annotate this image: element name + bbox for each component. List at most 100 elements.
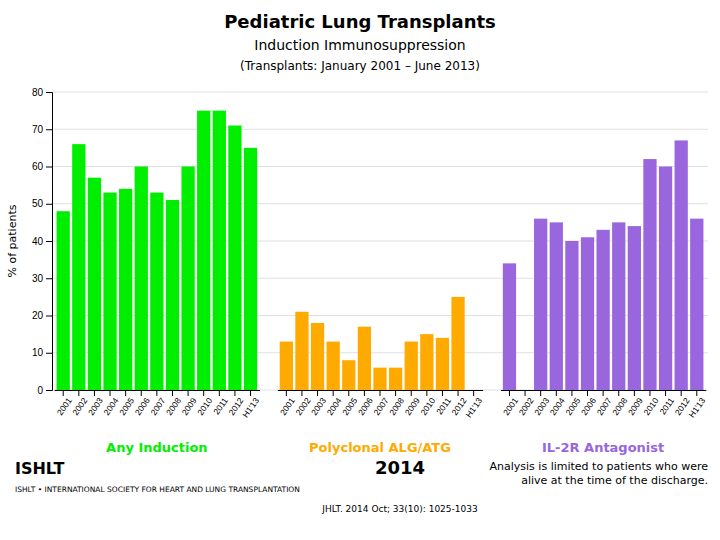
x-axis-line: [278, 390, 483, 391]
x-axis: 2001200220032004200520062007200820092010…: [55, 390, 262, 420]
bar: [628, 226, 641, 390]
annotation: ISHLT • INTERNATIONAL SOCIETY FOR HEART …: [15, 485, 300, 494]
x-tick-label: 2001: [278, 396, 297, 417]
y-tick: 30: [32, 273, 52, 284]
x-tick-label: H1'13: [240, 396, 261, 420]
chart: Pediatric Lung TransplantsInduction Immu…: [0, 0, 720, 540]
bar: [342, 360, 355, 390]
bar: [612, 222, 625, 390]
y-tick: 70: [32, 124, 52, 135]
x-tick-mark: [603, 390, 604, 396]
x-tick-label: 2004: [325, 396, 344, 417]
x-tick-mark: [587, 390, 588, 396]
y-tick: 20: [32, 310, 52, 321]
x-tick-mark: [78, 390, 79, 396]
x-tick-mark: [665, 390, 666, 396]
bars: [57, 111, 704, 390]
x-tick-label: 2011: [657, 396, 676, 417]
y-tick-label: 60: [32, 161, 44, 172]
y-tick-label: 40: [32, 236, 44, 247]
bar: [358, 327, 371, 390]
grid-line: [52, 166, 708, 167]
x-tick-mark: [203, 390, 204, 396]
group-label: IL-2R Antagonist: [542, 440, 664, 455]
x-tick-label: 2001: [501, 396, 520, 417]
x-tick-mark: [301, 390, 302, 396]
y-tick-mark: [46, 278, 52, 279]
annotation-line: alive at the time of the discharge.: [521, 474, 708, 487]
y-tick-label: 10: [32, 347, 44, 358]
bar: [244, 148, 257, 390]
group-label: Any Induction: [106, 440, 208, 455]
x-tick-label: 2008: [610, 396, 629, 417]
x-tick-mark: [286, 390, 287, 396]
x-tick-mark: [234, 390, 235, 396]
x-tick-mark: [540, 390, 541, 396]
x-tick-label: H1'13: [463, 396, 484, 420]
x-axis: 2001200220032004200520062007200820092010…: [501, 390, 708, 420]
x-tick-label: 2010: [418, 396, 437, 417]
bar: [420, 334, 433, 390]
annotation: ISHLT: [15, 459, 64, 478]
x-tick-label: H1'13: [687, 396, 708, 420]
x-tick-mark: [525, 390, 526, 396]
x-tick: 2010: [195, 390, 214, 417]
x-tick-mark: [364, 390, 365, 396]
x-tick-label: 2004: [102, 396, 121, 417]
x-tick-mark: [411, 390, 412, 396]
x-tick-mark: [618, 390, 619, 396]
x-tick-mark: [317, 390, 318, 396]
x-tick-mark: [333, 390, 334, 396]
y-tick-label: 70: [32, 124, 44, 135]
bar: [534, 219, 547, 390]
x-tick: H1'13: [463, 390, 484, 420]
subtitle: Induction Immunosuppression: [254, 37, 465, 53]
bar-series: [57, 111, 258, 390]
y-tick-label: 20: [32, 310, 44, 321]
bar: [150, 193, 163, 390]
bar: [181, 167, 194, 391]
y-tick-mark: [46, 241, 52, 242]
y-tick-mark: [46, 92, 52, 93]
y-tick: 10: [32, 347, 52, 358]
y-tick-mark: [46, 167, 52, 168]
x-tick-label: 2003: [532, 396, 551, 417]
annotation-line: Analysis is limited to patients who were: [490, 460, 709, 473]
x-tick-label: 2007: [148, 396, 167, 417]
x-tick-mark: [649, 390, 650, 396]
bar: [228, 126, 241, 390]
x-tick-mark: [426, 390, 427, 396]
x-axis: 2001200220032004200520062007200820092010…: [278, 390, 485, 420]
grid-line: [52, 129, 708, 130]
x-tick-mark: [571, 390, 572, 396]
bar: [467, 390, 480, 391]
x-tick-mark: [556, 390, 557, 396]
annotation: Analysis is limited to patients who were…: [490, 460, 709, 487]
bar: [405, 342, 418, 390]
bar: [503, 263, 516, 390]
bar: [451, 297, 464, 390]
x-tick-label: 2009: [403, 396, 422, 417]
grid: [52, 92, 708, 390]
x-tick-label: 2005: [117, 396, 136, 417]
x-tick-mark: [395, 390, 396, 396]
bar: [675, 140, 688, 390]
annotation: 2014: [375, 457, 425, 478]
x-tick-mark: [63, 390, 64, 396]
bar: [690, 219, 703, 390]
x-tick-mark: [458, 390, 459, 396]
bar: [57, 211, 70, 390]
y-tick: 80: [32, 87, 52, 98]
y-tick-label: 0: [37, 385, 43, 396]
y-tick-mark: [46, 390, 52, 391]
bar: [119, 189, 132, 390]
bar: [311, 323, 324, 390]
x-tick-label: 2006: [133, 396, 152, 417]
x-tick: H1'13: [240, 390, 261, 420]
x-tick-label: 2006: [356, 396, 375, 417]
bar-series: [280, 297, 465, 390]
bar: [135, 167, 148, 391]
x-tick-mark: [125, 390, 126, 396]
x-tick-mark: [156, 390, 157, 396]
x-tick-label: 2007: [371, 396, 390, 417]
